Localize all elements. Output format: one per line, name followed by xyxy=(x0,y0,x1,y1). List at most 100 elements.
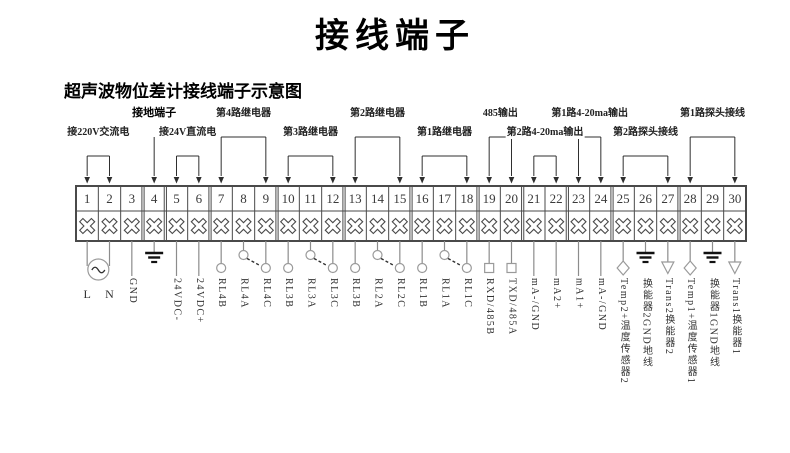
terminal-label: mA1+ xyxy=(573,278,585,310)
terminal-x-icon xyxy=(480,217,498,235)
rs485-terminal-icon xyxy=(484,262,495,274)
terminal-x-icon xyxy=(570,217,587,235)
terminal-number: 18 xyxy=(460,191,474,206)
relay-contact-icon xyxy=(417,262,428,274)
terminal-x-icon xyxy=(614,217,632,235)
terminal-label: RL1B xyxy=(417,278,429,309)
terminal-number: 10 xyxy=(281,191,295,206)
terminal-strip-frame xyxy=(75,185,747,242)
arrow-down-icon xyxy=(106,177,113,184)
arrow-down-icon xyxy=(173,177,180,184)
relay-contact-icon xyxy=(350,262,361,274)
arrow-down-icon xyxy=(84,177,90,184)
terminal-x-icon xyxy=(212,217,230,235)
terminal-x-icon xyxy=(279,217,297,235)
relay-contact-icon xyxy=(260,262,271,274)
terminal-number: 7 xyxy=(217,191,225,206)
group-label: 第2路4-20ma输出 xyxy=(505,126,585,139)
ac-sine-icon xyxy=(91,266,106,274)
relay-contact-icon xyxy=(372,249,383,261)
terminal-number: 5 xyxy=(173,191,180,206)
terminal-label: 换能器2GND地线 xyxy=(640,278,652,369)
terminal-label: L xyxy=(83,287,91,301)
terminal-number: 25 xyxy=(616,191,630,206)
terminal-number: 29 xyxy=(706,191,719,206)
terminal-x-icon xyxy=(525,217,543,235)
page-title: 接线端子 xyxy=(315,17,475,55)
arrow-down-icon xyxy=(419,177,425,184)
terminal-number: 21 xyxy=(527,191,541,206)
relay-contact-icon xyxy=(238,249,249,261)
terminal-number: 15 xyxy=(393,191,407,206)
terminal-number: 23 xyxy=(572,191,585,206)
group-label: 第3路继电器 xyxy=(282,126,339,139)
relay-contact-icon xyxy=(283,262,294,274)
terminal-label: 24VDC+ xyxy=(193,278,205,324)
terminal-x-icon xyxy=(235,217,252,235)
terminal-number: 30 xyxy=(728,191,742,206)
terminal-x-icon xyxy=(324,217,342,235)
group-label: 第1路继电器 xyxy=(416,126,473,139)
terminal-label: N xyxy=(105,287,114,301)
terminal-number: 3 xyxy=(128,191,136,206)
terminal-number: 17 xyxy=(438,191,451,206)
relay-contact-icon xyxy=(327,262,338,274)
terminal-x-icon xyxy=(168,217,185,235)
arrow-down-icon xyxy=(508,177,515,184)
terminal-label: GND xyxy=(126,278,138,305)
terminal-x-icon xyxy=(503,217,520,235)
terminal-label: Trans2换能器2 xyxy=(662,278,674,356)
terminal-label: TXD/485A xyxy=(506,278,518,336)
terminal-number: 12 xyxy=(326,191,340,206)
terminal-number: 8 xyxy=(240,191,247,206)
terminal-number: 13 xyxy=(348,191,362,206)
terminal-number: 4 xyxy=(150,191,158,206)
terminal-label: RXD/485B xyxy=(484,278,496,336)
relay-switch-arm xyxy=(246,257,261,267)
terminal-label: 换能器1GND地线 xyxy=(707,278,719,369)
terminal-x-icon xyxy=(659,217,677,235)
arrow-down-icon xyxy=(553,177,559,184)
terminal-x-icon xyxy=(257,217,275,235)
terminal-x-icon xyxy=(346,217,364,235)
terminal-x-icon xyxy=(101,217,118,235)
arrow-down-icon xyxy=(285,177,291,184)
terminal-label: RL1A xyxy=(439,278,451,309)
terminal-number: 2 xyxy=(106,191,113,206)
arrow-down-icon xyxy=(464,177,470,184)
arrow-down-icon xyxy=(687,177,693,184)
relay-contact-icon xyxy=(305,249,316,261)
arrow-down-icon xyxy=(486,177,492,184)
terminal-number: 11 xyxy=(304,191,317,206)
terminal-label: mA-/GND xyxy=(595,278,607,332)
relay-contact-icon xyxy=(394,262,405,274)
terminal-label: Temp2+温度传感器2 xyxy=(618,278,630,385)
terminal-number: 20 xyxy=(505,191,518,206)
group-label: 第4路继电器 xyxy=(215,107,272,120)
arrow-down-icon xyxy=(263,177,269,184)
terminal-x-icon xyxy=(726,217,744,235)
group-label: 第2路继电器 xyxy=(349,107,406,120)
relay-switch-arm xyxy=(447,257,462,267)
arrow-down-icon xyxy=(665,177,671,184)
diagram-subtitle: 超声波物位差计接线端子示意图 xyxy=(64,82,302,101)
terminal-x-icon xyxy=(302,217,319,235)
terminal-number: 14 xyxy=(371,191,384,206)
terminal-number: 16 xyxy=(415,191,429,206)
terminal-label: mA-/GND xyxy=(528,278,540,332)
group-label: 接地端子 xyxy=(131,107,178,120)
terminal-label: 24VDC- xyxy=(171,278,183,322)
arrow-down-icon xyxy=(352,177,358,184)
terminal-x-icon xyxy=(704,217,721,235)
terminal-number: 6 xyxy=(195,191,203,206)
terminal-x-icon xyxy=(123,217,141,235)
terminal-x-icon xyxy=(78,217,96,235)
terminal-label: RL2C xyxy=(394,278,406,309)
terminal-label: RL2A xyxy=(372,278,384,309)
terminal-x-icon xyxy=(436,217,453,235)
terminal-x-icon xyxy=(145,217,163,235)
group-label: 接24V直流电 xyxy=(158,126,218,139)
terminal-label: RL3B xyxy=(283,278,295,309)
group-label: 第2路探头接线 xyxy=(612,126,679,139)
